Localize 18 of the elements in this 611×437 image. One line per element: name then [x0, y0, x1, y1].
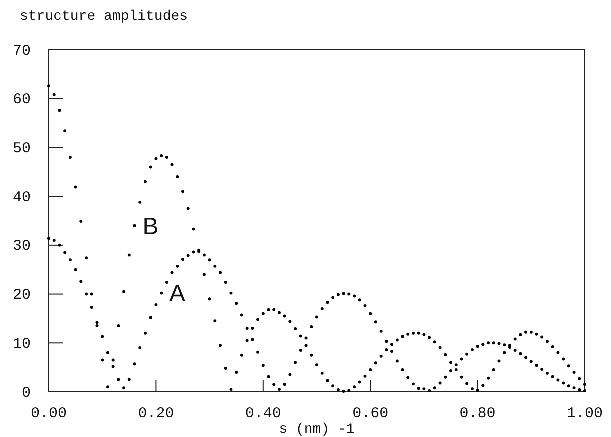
- y-tick-label: 70: [12, 42, 31, 60]
- series-label: A: [170, 280, 186, 308]
- x-tick-label: 0.80: [460, 406, 496, 423]
- y-tick-label: 60: [12, 92, 31, 109]
- chart-title: structure amplitudes: [20, 9, 188, 25]
- series-label: B: [142, 213, 159, 240]
- x-axis-title: s (nm) -1: [279, 422, 355, 437]
- x-tick-label: 0.00: [30, 406, 68, 423]
- y-tick-label: 30: [12, 238, 31, 256]
- y-tick-label: 20: [12, 287, 31, 304]
- y-tick-label: 10: [12, 336, 31, 353]
- y-tick-label: 0: [22, 384, 31, 402]
- x-tick-label: 1.00: [566, 406, 604, 423]
- y-tick-label: 40: [12, 189, 31, 206]
- x-tick-label: 0.40: [245, 406, 282, 423]
- x-tick-label: 0.60: [352, 406, 389, 423]
- x-tick-label: 0.20: [138, 406, 174, 423]
- y-tick-label: 50: [12, 140, 31, 158]
